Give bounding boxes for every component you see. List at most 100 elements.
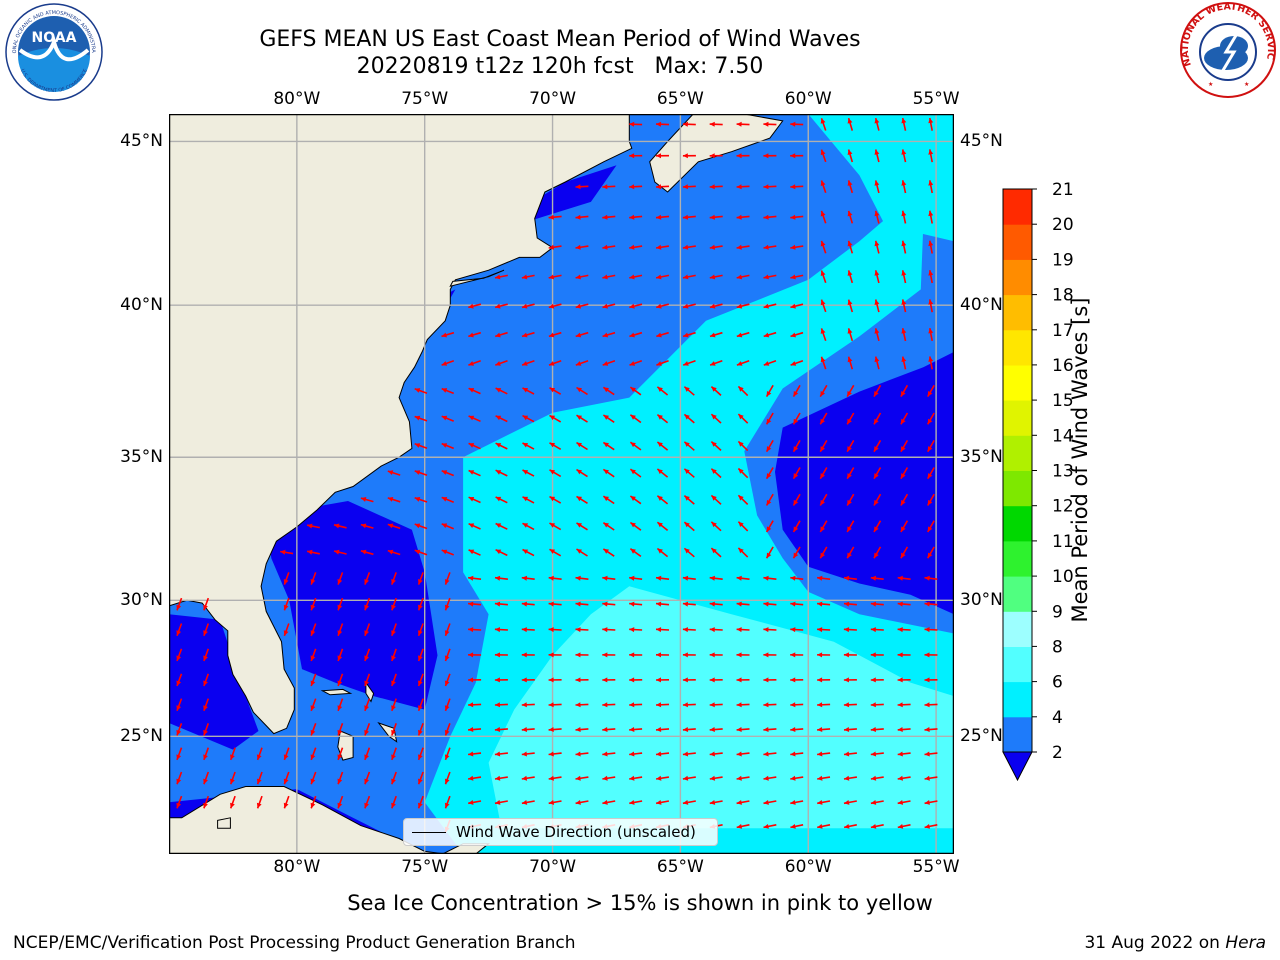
wave-direction-arrow <box>629 727 643 732</box>
wave-direction-arrow <box>441 469 454 477</box>
wave-direction-arrow <box>333 549 347 555</box>
wave-direction-arrow <box>870 677 884 683</box>
wave-direction-arrow <box>924 775 938 781</box>
wave-direction-arrow <box>602 775 616 781</box>
wave-direction-arrow <box>790 824 804 829</box>
wave-direction-arrow <box>629 652 643 658</box>
wave-direction-arrow <box>283 795 290 809</box>
wave-direction-arrow <box>709 360 723 366</box>
wave-direction-arrow <box>280 549 294 555</box>
wave-direction-arrow <box>548 800 562 805</box>
wave-direction-arrow <box>709 214 723 220</box>
wave-direction-arrow <box>928 180 934 194</box>
wave-direction-arrow <box>575 184 589 190</box>
wave-direction-arrow <box>736 775 750 781</box>
wave-direction-arrow <box>441 387 454 395</box>
wave-direction-arrow <box>817 727 831 732</box>
wave-direction-arrow <box>256 771 263 785</box>
wave-direction-arrow <box>846 520 855 533</box>
wave-direction-arrow <box>924 652 938 658</box>
wave-direction-arrow <box>441 523 454 530</box>
wave-direction-arrow <box>629 468 642 478</box>
wave-direction-arrow <box>521 800 535 805</box>
legend-label: Wind Wave Direction (unscaled) <box>456 823 696 841</box>
wave-direction-arrow <box>602 331 616 338</box>
wave-direction-arrow <box>790 677 804 683</box>
lat-tick-label-left: 40°N <box>120 295 163 316</box>
wave-direction-arrow <box>337 771 344 785</box>
wave-direction-arrow <box>387 497 401 503</box>
wave-direction-arrow <box>203 771 210 785</box>
wave-direction-arrow <box>602 214 616 220</box>
wave-direction-arrow <box>790 775 804 781</box>
wave-direction-arrow <box>629 800 643 805</box>
wave-direction-arrow <box>629 601 643 607</box>
wave-direction-arrow <box>763 214 777 220</box>
colorbar-tick-label: 18 <box>1052 286 1074 306</box>
landmass <box>649 114 784 193</box>
wave-direction-arrow <box>897 751 911 757</box>
wave-direction-arrow <box>575 601 589 607</box>
wave-direction-arrow <box>897 677 911 683</box>
wave-direction-arrow <box>310 597 317 611</box>
wave-direction-arrow <box>710 468 722 479</box>
wave-direction-arrow <box>820 210 827 224</box>
svg-text:★: ★ <box>1208 81 1213 88</box>
wave-direction-arrow <box>602 548 615 557</box>
wave-direction-arrow <box>819 493 828 506</box>
wave-direction-arrow <box>176 698 183 712</box>
wave-direction-arrow <box>468 387 481 395</box>
wave-direction-arrow <box>900 546 909 559</box>
wave-direction-arrow <box>655 244 670 250</box>
wave-direction-arrow <box>468 627 482 633</box>
wave-direction-arrow <box>792 384 801 397</box>
wave-direction-arrow <box>924 575 938 581</box>
wave-direction-arrow <box>494 601 508 607</box>
wave-direction-arrow <box>817 652 831 658</box>
wave-direction-arrow <box>737 521 749 532</box>
wave-direction-arrow <box>549 387 562 395</box>
wave-direction-arrow <box>820 240 827 254</box>
wave-direction-arrow <box>765 546 774 559</box>
wave-direction-arrow <box>548 627 562 633</box>
wave-direction-arrow <box>495 442 508 450</box>
lon-tick-label-bottom: 80°W <box>273 857 321 877</box>
wave-direction-arrow <box>629 751 643 757</box>
wave-direction-arrow <box>176 723 183 736</box>
wave-direction-arrow <box>467 775 482 781</box>
wave-direction-arrow <box>521 627 535 633</box>
colorbar-segment <box>1003 540 1032 577</box>
wave-direction-arrow <box>682 303 696 309</box>
wave-direction-arrow <box>763 303 777 309</box>
wave-direction-arrow <box>847 299 854 313</box>
wave-direction-arrow <box>873 493 882 506</box>
wave-direction-arrow <box>629 627 643 633</box>
wave-direction-arrow <box>176 747 183 761</box>
wave-direction-arrow <box>468 751 482 757</box>
wave-direction-arrow <box>846 546 855 559</box>
lon-tick-label-top: 65°W <box>656 89 704 109</box>
colorbar-tick-label: 12 <box>1052 497 1074 517</box>
wave-direction-arrow <box>629 303 643 309</box>
wave-direction-arrow <box>629 244 643 250</box>
wave-direction-arrow <box>927 493 935 506</box>
wave-direction-arrow <box>522 387 535 395</box>
wave-direction-arrow <box>792 440 801 453</box>
colorbar-segment <box>1003 576 1032 612</box>
wave-direction-arrow <box>870 775 884 781</box>
wave-direction-arrow <box>924 677 938 683</box>
wave-direction-arrow <box>900 412 909 425</box>
colorbar-tick-label: 20 <box>1052 215 1074 235</box>
wave-direction-arrow <box>602 800 616 805</box>
colorbar-segment <box>1003 716 1032 753</box>
wave-direction-arrow <box>847 328 854 342</box>
wave-direction-arrow <box>521 652 535 658</box>
wave-direction-arrow <box>575 244 589 250</box>
wave-direction-arrow <box>629 360 643 366</box>
wave-direction-arrow <box>575 727 589 732</box>
wave-direction-arrow <box>763 627 777 633</box>
colorbar-tick-label: 17 <box>1052 321 1074 341</box>
wave-direction-arrow <box>683 547 695 558</box>
wave-direction-arrow <box>790 244 804 250</box>
wave-direction-arrow <box>494 677 508 683</box>
